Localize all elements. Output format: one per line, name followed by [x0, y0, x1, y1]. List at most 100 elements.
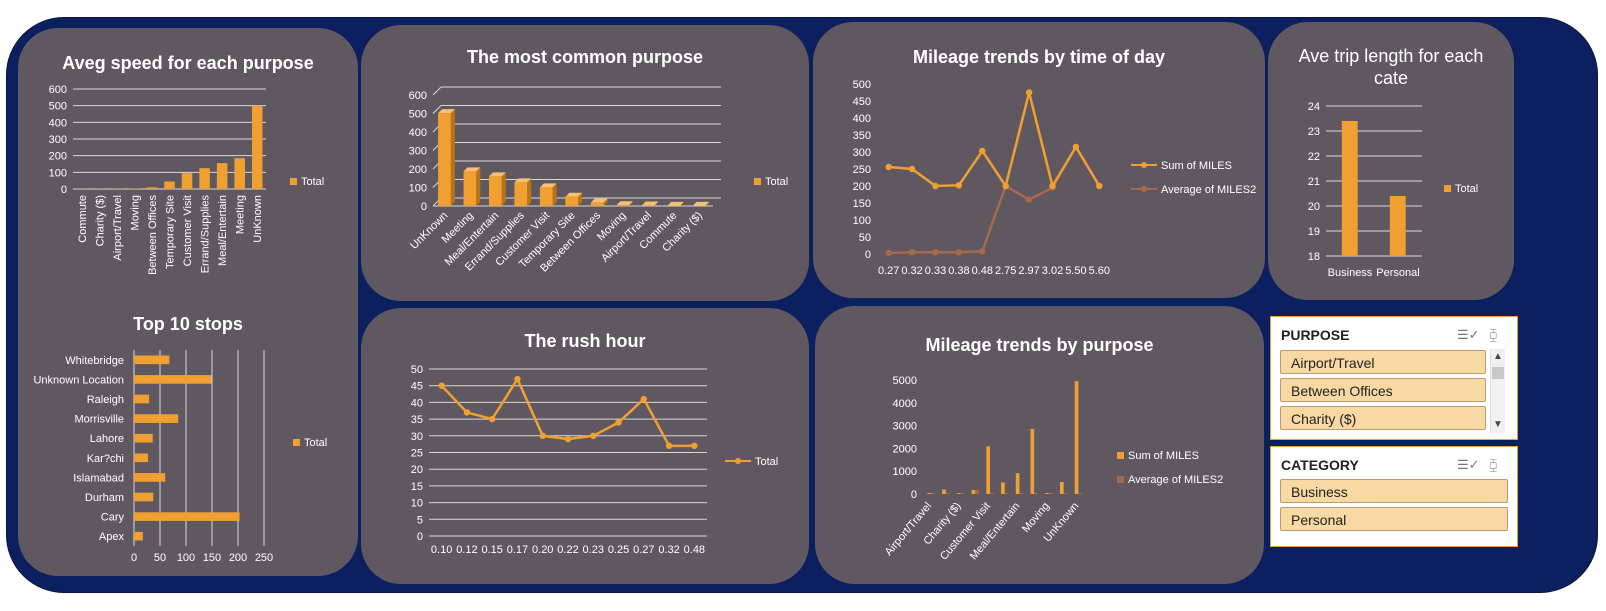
- bar: [181, 173, 193, 189]
- chart-title-top-stops: Top 10 stops: [133, 314, 243, 334]
- y-tick-label: 200: [853, 181, 871, 193]
- chart-mileage-purpose: 010002000300040005000Airport/TravelChari…: [883, 375, 1223, 563]
- bar: [199, 168, 210, 189]
- bar-top: [641, 201, 659, 206]
- bar: [514, 182, 528, 206]
- x-tick-label: UnKnown: [408, 210, 450, 252]
- scroll-thumb[interactable]: [1492, 367, 1504, 379]
- bar-avg-miles2: [1063, 493, 1068, 494]
- y-tick-label: Islamabad: [73, 472, 124, 484]
- chart-title-common-purpose: The most common purpose: [466, 47, 704, 67]
- y-tick-label: 5: [417, 514, 423, 526]
- slicer-item-charity[interactable]: Charity ($): [1280, 406, 1486, 430]
- bar-top: [438, 109, 455, 114]
- x-tick-label: 250: [255, 552, 273, 564]
- slicer-category-title: CATEGORY: [1281, 457, 1359, 473]
- slicer-purpose: PURPOSE ☰✓ ⧮ Airport/Travel Between Offi…: [1270, 316, 1518, 440]
- chart-title-rush-hour: The rush hour: [524, 331, 646, 351]
- x-tick-label: 0.38: [948, 265, 969, 277]
- x-tick-label: Between Offices: [147, 195, 159, 275]
- bar: [234, 158, 245, 189]
- multiselect-icon[interactable]: ☰✓: [1457, 327, 1480, 342]
- scroll-up-icon[interactable]: ▲: [1493, 351, 1503, 362]
- legend-total: Total: [301, 176, 324, 188]
- x-tick-label: 0.33: [925, 265, 946, 277]
- bar-top: [616, 201, 633, 206]
- y-tick-label: 35: [411, 414, 423, 426]
- bar-top: [667, 201, 684, 206]
- bar: [134, 453, 149, 463]
- slicer-item-airport-travel[interactable]: Airport/Travel: [1280, 350, 1486, 374]
- bar: [134, 414, 179, 423]
- clear-filter-icon[interactable]: ⧮: [1489, 327, 1498, 342]
- legend-total-key: [1444, 185, 1451, 192]
- panel-trip-length: Ave trip length for each cate 18 19 20 21 22…: [1268, 22, 1514, 300]
- bar: [134, 433, 153, 443]
- y-tick-label: 300: [853, 147, 871, 159]
- legend-avg-miles2: Average of MILES2: [1161, 184, 1256, 196]
- data-point: [932, 249, 939, 256]
- bar-side: [552, 183, 557, 206]
- slicer-item-personal[interactable]: Personal: [1280, 507, 1508, 531]
- bar-top: [565, 192, 583, 197]
- y-tick-label: Morrisville: [75, 414, 125, 426]
- bar-top: [590, 198, 608, 203]
- slicer-item-between-offices[interactable]: Between Offices: [1280, 378, 1486, 402]
- data-point: [908, 165, 916, 173]
- x-tick-label: 0.20: [532, 544, 553, 556]
- x-tick-label: Temporary Site: [165, 195, 177, 269]
- legend-sum-miles: Sum of MILES: [1161, 160, 1232, 172]
- y-tick-label: 500: [853, 79, 871, 91]
- bar-sum-miles: [1059, 482, 1064, 494]
- y-tick-label: 500: [409, 109, 427, 121]
- bar-avg-miles2: [1034, 493, 1038, 494]
- legend-total: Total: [1455, 183, 1478, 195]
- bar-avg-miles2: [1019, 493, 1024, 494]
- y-tick-label: 3000: [893, 421, 917, 433]
- bar: [134, 473, 166, 482]
- y-tick-label: Apex: [99, 531, 125, 543]
- y-tick-label: 300: [49, 134, 67, 146]
- data-point: [955, 182, 963, 189]
- x-tick-label: Business: [1328, 267, 1373, 279]
- bar: [565, 196, 579, 206]
- chart-title-mileage-time: Mileage trends by time of day: [912, 47, 1166, 67]
- bar-side: [578, 192, 583, 206]
- bar: [438, 113, 451, 206]
- x-tick-label: 0.22: [557, 544, 578, 556]
- clear-filter-icon[interactable]: ⧮: [1489, 457, 1498, 472]
- bar-sum-miles: [927, 493, 932, 494]
- multiselect-icon[interactable]: ☰✓: [1457, 457, 1480, 472]
- chart-title-mileage-purpose: Mileage trends by purpose: [925, 335, 1154, 355]
- y-tick-label: 400: [853, 113, 871, 125]
- slicer-item-business[interactable]: Business: [1280, 479, 1508, 503]
- slicer-purpose-scrollbar[interactable]: ▲ ▼: [1490, 349, 1505, 433]
- x-tick-label: 50: [154, 552, 166, 564]
- gridline: [432, 105, 442, 114]
- chart-top-stops: 0 50 100 150 200 250 Whitebridge Unknown Locati…: [33, 350, 327, 564]
- data-point: [514, 375, 521, 383]
- scroll-down-icon[interactable]: ▼: [1493, 419, 1503, 430]
- y-tick-label: 45: [411, 381, 423, 393]
- x-tick-label: 0.15: [481, 544, 502, 556]
- panel-speed-and-stops: Aveg speed for each purpose 0 100 200 300 40…: [18, 28, 358, 576]
- data-point: [1096, 182, 1103, 190]
- bar: [146, 187, 158, 189]
- series-line: [888, 92, 1101, 190]
- y-tick-label: Durham: [85, 492, 124, 504]
- chart-rush-hour: 0 5 10 15 20 25 30 35 40 45 50 0.10 0.12 0.15 0.17 0.20…: [411, 364, 779, 556]
- x-tick-label: Meeting: [235, 195, 247, 234]
- y-tick-label: Cary: [101, 512, 125, 524]
- bar-sum-miles: [956, 493, 961, 494]
- bar-side: [501, 172, 506, 206]
- y-tick-label: 400: [49, 117, 67, 129]
- chart-title-avg-speed: Aveg speed for each purpose: [62, 53, 314, 73]
- bar-sum-miles: [1001, 482, 1005, 494]
- bar-side: [679, 201, 684, 206]
- y-tick-label: 100: [409, 183, 427, 195]
- y-tick-label: 10: [411, 498, 423, 510]
- y-tick-label: Raleigh: [87, 394, 124, 406]
- legend-total: Total: [765, 176, 788, 188]
- y-tick-label: 50: [859, 232, 871, 244]
- y-tick-label: 150: [853, 198, 871, 210]
